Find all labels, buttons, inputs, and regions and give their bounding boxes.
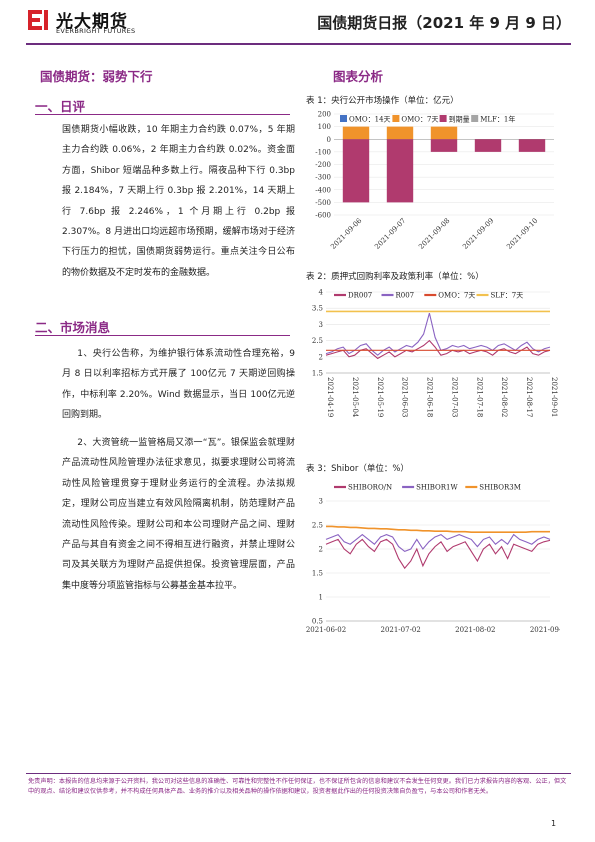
legend-label: OMO：7天 <box>401 116 438 124</box>
chart1-omo: 200 100 0 -100 -200 -300 -400 -500 -600 2021-09-0… <box>306 107 560 267</box>
chart2-repo-rates: 4 3.5 3 2.5 2 1.5 2021-04-19 2021-05-04 2021-05-… <box>306 283 560 433</box>
y-tick-label: 3 <box>319 498 323 506</box>
page-number: 1 <box>551 819 557 828</box>
footer-divider <box>26 773 571 774</box>
legend-swatch <box>439 115 447 122</box>
series-line <box>325 339 551 360</box>
y-tick-label: -100 <box>315 148 331 156</box>
y-tick-label: -500 <box>315 199 331 207</box>
x-tick-label: 2021-07-18 <box>475 377 483 417</box>
x-tick-label: 2021-06-02 <box>306 626 346 634</box>
section-title-review: 一、日评 <box>35 99 86 114</box>
news-item-1: 1、央行公告称，为维护银行体系流动性合理充裕，9 月 8 日以利率招标方式开展了… <box>62 349 295 421</box>
x-tick-label: 2021-04-19 <box>326 377 334 417</box>
x-tick-label: 2021-08-17 <box>525 377 533 417</box>
section-divider <box>35 114 290 115</box>
x-tick-label: 2021-09-06 <box>329 216 364 251</box>
legend-label: SLF：7天 <box>491 292 524 300</box>
section-title-news: 二、市场消息 <box>35 320 111 335</box>
y-tick-label: 3 <box>319 321 323 329</box>
section-divider <box>35 335 290 336</box>
legend-label: 到期量 <box>449 116 470 124</box>
y-tick-label: -600 <box>315 212 331 220</box>
legend-swatch <box>340 115 347 122</box>
chart3-title: 表 3：Shibor（单位：%） <box>306 464 409 474</box>
bar <box>430 139 458 152</box>
x-tick-label: 2021-05-19 <box>376 377 384 417</box>
x-tick-label: 2021-06-18 <box>426 377 434 417</box>
x-tick-label: 2021-09-10 <box>505 217 539 251</box>
disclaimer-text: 免责声明：本报告的信息均来源于公开资料，我公司对这些信息的准确性、可靠性和完整性… <box>28 778 567 795</box>
main-title: 国债期货：弱势下行 <box>40 69 153 84</box>
y-tick-label: -400 <box>315 186 331 194</box>
y-tick-label: 0 <box>327 136 331 144</box>
y-tick-label: -300 <box>315 174 331 182</box>
y-tick-label: 1.5 <box>312 370 323 378</box>
legend-label: R007 <box>396 292 415 300</box>
legend-label: OMO：14天 <box>349 116 391 124</box>
legend-label: SHIBOR3M <box>479 484 521 492</box>
x-tick-label: 2021-07-03 <box>450 377 458 417</box>
review-paragraph: 国债期货小幅收跌，10 年期主力合约跌 0.07%，5 年期主力合约跌 0.06… <box>62 120 295 283</box>
brand-logo-icon <box>26 8 50 32</box>
legend-label: OMO：7天 <box>438 292 475 300</box>
y-tick-label: 4 <box>319 289 324 297</box>
legend-label: SHIBORO/N <box>348 484 392 492</box>
bar <box>386 139 414 203</box>
series-line <box>326 525 550 534</box>
series-line <box>325 312 551 356</box>
bar <box>430 126 458 140</box>
legend-label: MLF：1年 <box>480 115 515 124</box>
x-tick-label: 2021-08-02 <box>455 626 495 634</box>
chart2-title: 表 2：质押式回购利率及政策利率（单位：%） <box>306 272 484 282</box>
bar <box>518 139 546 152</box>
brand-name: 光大期货 <box>56 12 128 32</box>
bar <box>474 139 502 152</box>
brand-name-en: EVERBRIGHT FUTURES <box>56 27 136 35</box>
x-tick-label: 2021-07-02 <box>380 626 420 634</box>
y-tick-label: 2 <box>319 546 323 554</box>
y-tick-label: 200 <box>318 111 331 119</box>
x-tick-label: 2021-05-04 <box>351 377 359 418</box>
x-tick-label: 2021-09-02 <box>530 626 560 634</box>
series-line <box>325 538 551 570</box>
y-tick-label: 2 <box>319 353 323 361</box>
x-tick-label: 2021-06-03 <box>401 377 409 417</box>
bar <box>342 126 370 140</box>
y-tick-label: 100 <box>318 123 331 131</box>
review-text: 国债期货小幅收跌，10 年期主力合约跌 0.07%，5 年期主力合约跌 0.06… <box>62 125 295 278</box>
bar <box>342 139 370 203</box>
y-tick-label: 1 <box>319 594 323 602</box>
series-line <box>325 533 551 553</box>
legend-swatch <box>392 115 400 122</box>
chart3-shibor: 3 2.5 2 1.5 1 0.5 2021-06-02 2021-07-02 2021-08-… <box>306 474 570 644</box>
header-divider <box>26 43 571 45</box>
report-title: 国债期货日报（2021 年 9 月 9 日） <box>317 14 571 32</box>
y-tick-label: 3.5 <box>312 305 323 313</box>
x-tick-label: 2021-08-02 <box>500 377 508 417</box>
chart-section-title: 图表分析 <box>333 69 384 84</box>
y-tick-label: 2.5 <box>312 522 323 530</box>
x-tick-label: 2021-09-08 <box>417 217 451 251</box>
y-tick-label: -200 <box>315 161 331 169</box>
bar <box>386 126 414 140</box>
news-item-2: 2、大资管统一监管格局又添一“瓦”。银保监会就理财产品流动性风险管理办法征求意见… <box>62 438 295 591</box>
x-tick-label: 2021-09-09 <box>461 217 495 251</box>
legend-swatch <box>471 115 479 122</box>
legend-label: DR007 <box>348 292 372 300</box>
x-tick-label: 2021-09-01 <box>550 377 558 417</box>
y-tick-label: 1.5 <box>312 570 323 578</box>
legend-label: SHIBOR1W <box>416 484 458 492</box>
x-tick-label: 2021-09-07 <box>373 217 407 251</box>
y-tick-label: 0.5 <box>312 618 323 626</box>
chart1-title: 表 1：央行公开市场操作（单位：亿元） <box>306 96 459 106</box>
y-tick-label: 2.5 <box>312 337 323 345</box>
